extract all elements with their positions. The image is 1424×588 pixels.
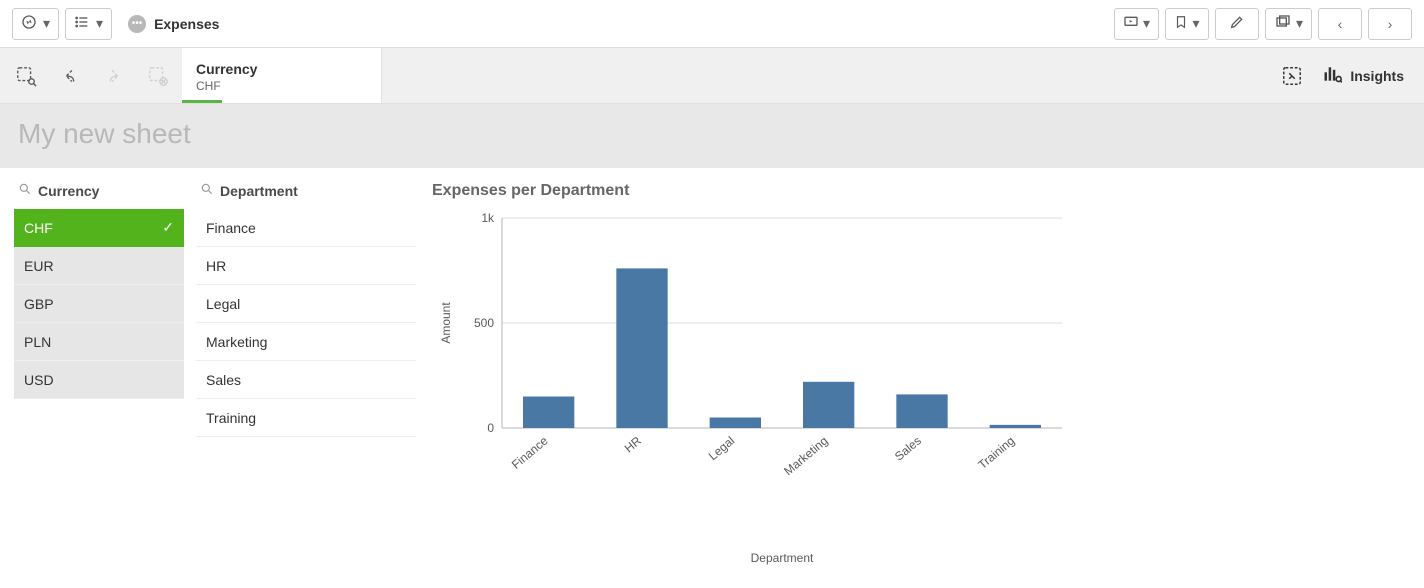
app-title-wrap: ••• Expenses — [128, 15, 219, 33]
selection-tab[interactable]: Currency CHF — [182, 48, 382, 103]
prev-sheet-button[interactable]: ‹ — [1318, 8, 1362, 40]
selection-tab-value: CHF — [196, 79, 365, 93]
search-icon — [200, 182, 214, 199]
filter-title-currency-label: Currency — [38, 183, 99, 199]
step-forward-icon — [102, 64, 126, 88]
filter-item-label: EUR — [24, 258, 54, 274]
filter-list-currency: CHF ✓ EUR GBP PLN USD — [14, 209, 184, 399]
sheet-title: My new sheet — [18, 118, 1406, 150]
filter-item-label: Finance — [206, 220, 256, 236]
chevron-down-icon: ▾ — [96, 15, 103, 32]
chevron-down-icon: ▾ — [1192, 15, 1199, 32]
sheet-content: Currency CHF ✓ EUR GBP PLN USD Department Fin… — [0, 168, 1424, 588]
presentation-icon — [1123, 14, 1139, 33]
filter-item[interactable]: HR — [196, 247, 416, 285]
next-sheet-button[interactable]: › — [1368, 8, 1412, 40]
filter-list-department: Finance HR Legal Marketing Sales Training — [196, 209, 416, 437]
sheets-button[interactable]: ▾ — [1265, 8, 1312, 40]
chevron-left-icon: ‹ — [1338, 16, 1343, 32]
filter-title-department-label: Department — [220, 183, 298, 199]
smart-search-icon[interactable] — [14, 64, 38, 88]
filter-item-label: Training — [206, 410, 256, 426]
filter-item[interactable]: Sales — [196, 361, 416, 399]
step-back-icon[interactable] — [58, 64, 82, 88]
selection-bar: Currency CHF Insights — [0, 48, 1424, 104]
play-button[interactable]: ▾ — [1114, 8, 1159, 40]
filter-item-label: CHF — [24, 220, 53, 236]
filter-item[interactable]: PLN — [14, 323, 184, 361]
clear-selections-icon — [146, 64, 170, 88]
search-icon — [18, 182, 32, 199]
filter-item[interactable]: Finance — [196, 209, 416, 247]
chart-title: Expenses per Department — [432, 182, 1406, 200]
filter-item[interactable]: USD — [14, 361, 184, 399]
filter-item-label: PLN — [24, 334, 51, 350]
list-menu-button[interactable]: ▾ — [65, 8, 112, 40]
svg-text:1k: 1k — [481, 211, 495, 225]
filter-pane-department: Department Finance HR Legal Marketing Sales T… — [196, 182, 416, 568]
selection-tab-dimension: Currency — [196, 61, 365, 77]
svg-text:Department: Department — [751, 551, 814, 565]
insights-icon — [1322, 64, 1342, 87]
top-toolbar: ▾ ▾ ••• Expenses ▾ ▾ — [0, 0, 1424, 48]
chevron-down-icon: ▾ — [1143, 15, 1150, 32]
filter-item-label: USD — [24, 372, 54, 388]
selections-tool-icon[interactable] — [1280, 64, 1304, 88]
chevron-right-icon: › — [1388, 16, 1393, 32]
app-icon: ••• — [128, 15, 146, 33]
filter-title-currency[interactable]: Currency — [14, 182, 184, 209]
app-title: Expenses — [154, 16, 219, 32]
svg-text:Amount: Amount — [439, 302, 453, 344]
check-icon: ✓ — [162, 219, 174, 236]
filter-item[interactable]: Legal — [196, 285, 416, 323]
insights-button[interactable]: Insights — [1322, 64, 1404, 87]
filter-item[interactable]: Training — [196, 399, 416, 437]
chevron-down-icon: ▾ — [43, 15, 50, 32]
list-icon — [74, 14, 90, 33]
filter-item[interactable]: CHF ✓ — [14, 209, 184, 247]
filter-item[interactable]: GBP — [14, 285, 184, 323]
bar-chart[interactable]: 05001kFinanceHRLegalMarketingSalesTraini… — [432, 208, 1072, 568]
edit-button[interactable] — [1215, 8, 1259, 40]
sheet-title-band: My new sheet — [0, 104, 1424, 168]
chart-area: Expenses per Department 05001kFinanceHRL… — [428, 182, 1410, 568]
filter-pane-currency: Currency CHF ✓ EUR GBP PLN USD — [14, 182, 184, 568]
filter-item-label: GBP — [24, 296, 54, 312]
compass-icon — [21, 14, 37, 33]
filter-item[interactable]: Marketing — [196, 323, 416, 361]
filter-title-department[interactable]: Department — [196, 182, 416, 209]
insights-label: Insights — [1350, 68, 1404, 84]
filter-item-label: Legal — [206, 296, 240, 312]
sheets-icon — [1274, 14, 1292, 33]
filter-item-label: Sales — [206, 372, 241, 388]
nav-menu-button[interactable]: ▾ — [12, 8, 59, 40]
filter-item-label: Marketing — [206, 334, 267, 350]
svg-text:0: 0 — [487, 421, 494, 435]
filter-item-label: HR — [206, 258, 226, 274]
svg-text:500: 500 — [474, 316, 494, 330]
bookmarks-button[interactable]: ▾ — [1165, 8, 1209, 40]
pencil-icon — [1229, 14, 1245, 33]
chevron-down-icon: ▾ — [1296, 15, 1303, 32]
filter-item[interactable]: EUR — [14, 247, 184, 285]
bookmark-icon — [1174, 14, 1188, 33]
